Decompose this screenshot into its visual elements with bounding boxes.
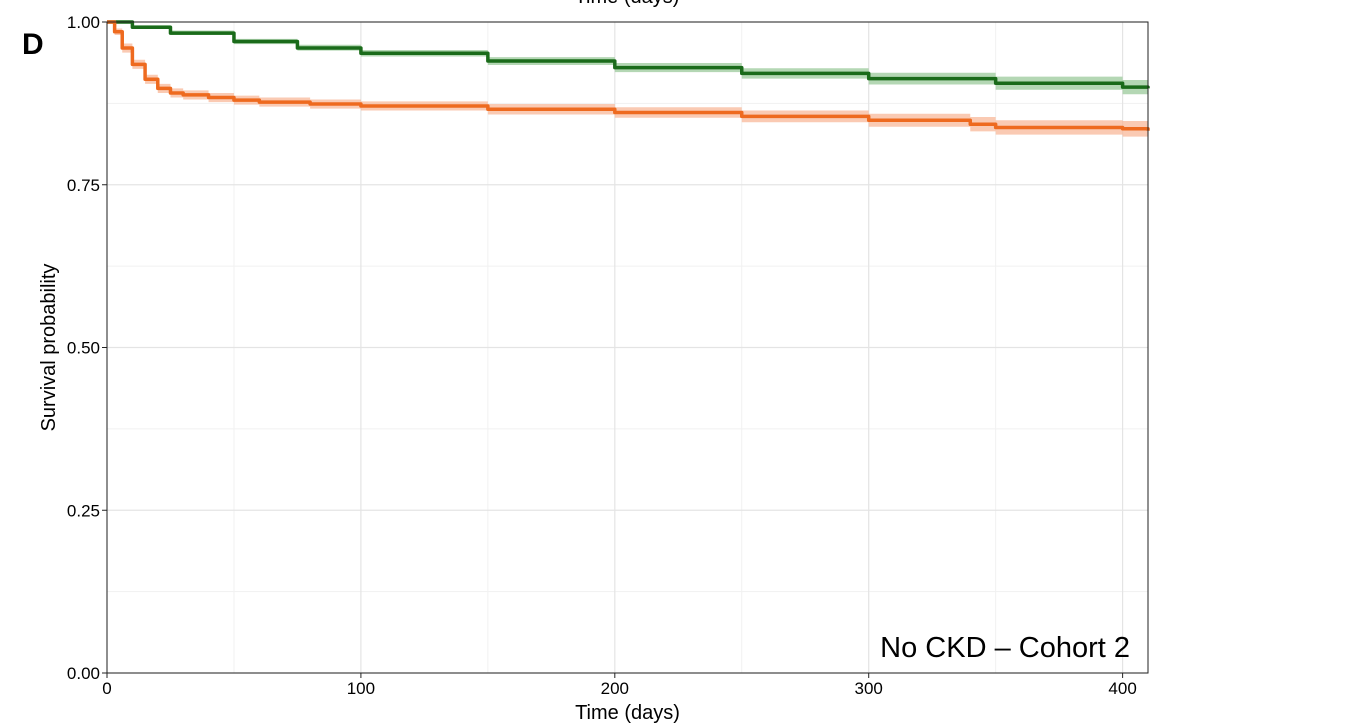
- x-tick-label: 100: [347, 679, 375, 698]
- x-axis: 0 100 200 300 400: [102, 673, 1137, 698]
- cropped-top-axis-title: Time (days): [575, 0, 680, 8]
- survival-curve-0: [107, 20, 1150, 89]
- x-tick-label: 0: [102, 679, 111, 698]
- y-tick-label: 0.00: [67, 664, 100, 683]
- confidence-band-1: [107, 22, 1148, 139]
- confidence-band-0: [107, 22, 1148, 96]
- x-tick-label: 300: [855, 679, 883, 698]
- x-tick-label: 400: [1108, 679, 1136, 698]
- y-tick-label: 0.75: [67, 176, 100, 195]
- y-tick-label: 0.50: [67, 339, 100, 358]
- cohort-annotation: No CKD – Cohort 2: [880, 632, 1130, 664]
- y-tick-label: 1.00: [67, 13, 100, 32]
- y-axis: 0.00 0.25 0.50 0.75 1.00: [67, 13, 107, 683]
- x-tick-label: 200: [601, 679, 629, 698]
- panel-letter: D: [22, 28, 44, 61]
- survival-curve-1: [107, 20, 1150, 131]
- y-axis-title: Survival probability: [38, 264, 60, 432]
- x-axis-title: Time (days): [575, 702, 680, 724]
- y-tick-label: 0.25: [67, 501, 100, 520]
- survival-curves: [107, 20, 1150, 131]
